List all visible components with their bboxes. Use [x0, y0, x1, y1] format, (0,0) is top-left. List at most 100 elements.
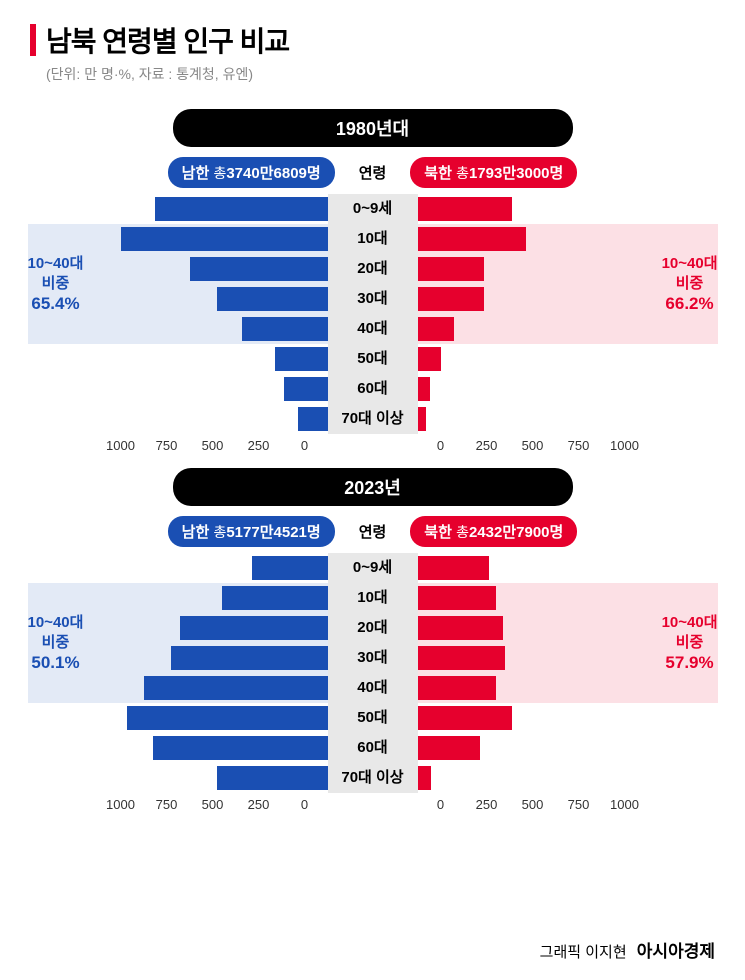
chart-panel: 2023년남한 총5177만4521명연령북한 총2432만7900명 10~40… — [30, 468, 715, 812]
x-axis: 1000750500250002505007501000 — [30, 438, 715, 453]
axis-tick: 0 — [282, 797, 328, 812]
age-label: 10대 — [328, 224, 418, 254]
bar-row — [98, 643, 328, 673]
axis-tick: 750 — [556, 438, 602, 453]
subtitle: (단위: 만 명·%, 자료 : 통계청, 유엔) — [46, 64, 715, 84]
bar-row — [418, 254, 648, 284]
south-bar — [275, 347, 328, 371]
south-bar — [171, 646, 327, 670]
south-bar — [144, 676, 328, 700]
year-header: 1980년대 — [173, 109, 573, 147]
north-bar — [418, 706, 512, 730]
totals-row: 남한 총5177만4521명연령북한 총2432만7900명 — [30, 516, 715, 547]
north-total-pill: 북한 총1793만3000명 — [410, 157, 577, 188]
bar-row — [98, 284, 328, 314]
bar-row — [98, 553, 328, 583]
age-label: 0~9세 — [328, 553, 418, 583]
bar-row — [98, 314, 328, 344]
axis-tick: 500 — [190, 438, 236, 453]
age-label: 40대 — [328, 673, 418, 703]
south-bar — [127, 706, 327, 730]
bar-row — [418, 553, 648, 583]
north-bar — [418, 257, 485, 281]
axis-tick: 1000 — [602, 797, 648, 812]
chart-panel: 1980년대남한 총3740만6809명연령북한 총1793만3000명 10~4… — [30, 109, 715, 453]
bar-row — [98, 194, 328, 224]
main-title: 남북 연령별 인구 비교 — [46, 20, 289, 60]
axis-tick: 1000 — [602, 438, 648, 453]
south-bar — [217, 766, 327, 790]
axis-tick: 250 — [236, 797, 282, 812]
pyramid: 10~40대비중50.1% 0~9세10대20대30대40대50대60대70대 이… — [30, 553, 715, 793]
pyramid: 10~40대비중65.4%0~9세10대20대30대40대50대60대70대 이… — [30, 194, 715, 434]
south-bar — [242, 317, 327, 341]
year-header: 2023년 — [173, 468, 573, 506]
south-pct-label: 10~40대비중50.1% — [28, 613, 84, 674]
north-bar — [418, 646, 505, 670]
bar-row — [98, 613, 328, 643]
north-bar — [418, 407, 426, 431]
age-label: 0~9세 — [328, 194, 418, 224]
axis-tick: 500 — [510, 438, 556, 453]
axis-tick: 750 — [556, 797, 602, 812]
axis-tick: 1000 — [98, 797, 144, 812]
north-bar — [418, 317, 455, 341]
bar-row — [418, 763, 648, 793]
south-bar — [190, 257, 328, 281]
bar-row — [418, 613, 648, 643]
age-label: 70대 이상 — [328, 763, 418, 793]
bar-row — [418, 344, 648, 374]
south-bar — [222, 586, 328, 610]
x-axis: 1000750500250002505007501000 — [30, 797, 715, 812]
bar-row — [98, 254, 328, 284]
south-bar — [298, 407, 328, 431]
bar-row — [418, 673, 648, 703]
age-label: 50대 — [328, 344, 418, 374]
bar-row — [98, 404, 328, 434]
bar-row — [418, 224, 648, 254]
accent-bar — [30, 24, 36, 56]
axis-tick: 750 — [144, 797, 190, 812]
credit-author: 그래픽 이지현 — [540, 944, 627, 961]
north-side: 10~40대비중57.9% — [418, 553, 648, 793]
bar-row — [418, 374, 648, 404]
bar-row — [418, 194, 648, 224]
bar-row — [418, 583, 648, 613]
bar-row — [418, 733, 648, 763]
north-bar — [418, 227, 526, 251]
axis-tick: 250 — [464, 797, 510, 812]
north-bar — [418, 586, 496, 610]
axis-tick: 500 — [190, 797, 236, 812]
south-bar — [121, 227, 328, 251]
bar-row — [98, 763, 328, 793]
axis-tick: 0 — [282, 438, 328, 453]
bar-row — [418, 643, 648, 673]
north-bar — [418, 287, 485, 311]
axis-tick: 500 — [510, 797, 556, 812]
north-bar — [418, 197, 512, 221]
south-bar — [252, 556, 328, 580]
south-bar — [155, 197, 328, 221]
axis-tick: 0 — [418, 797, 464, 812]
age-labels-col: 0~9세10대20대30대40대50대60대70대 이상 — [328, 553, 418, 793]
north-bar — [418, 766, 432, 790]
bar-row — [98, 224, 328, 254]
totals-row: 남한 총3740만6809명연령북한 총1793만3000명 — [30, 157, 715, 188]
north-side: 10~40대비중66.2% — [418, 194, 648, 434]
axis-tick: 750 — [144, 438, 190, 453]
age-label: 30대 — [328, 284, 418, 314]
north-bar — [418, 377, 431, 401]
bar-row — [418, 284, 648, 314]
south-bar — [284, 377, 328, 401]
age-label: 70대 이상 — [328, 404, 418, 434]
south-total-pill: 남한 총3740만6809명 — [168, 157, 335, 188]
axis-tick: 0 — [418, 438, 464, 453]
axis-tick: 250 — [236, 438, 282, 453]
north-bar — [418, 736, 480, 760]
north-pct-label: 10~40대비중66.2% — [662, 254, 718, 315]
age-label: 30대 — [328, 643, 418, 673]
age-header-pill: 연령 — [345, 516, 401, 547]
axis-tick: 1000 — [98, 438, 144, 453]
north-bar — [418, 556, 489, 580]
age-label: 60대 — [328, 374, 418, 404]
